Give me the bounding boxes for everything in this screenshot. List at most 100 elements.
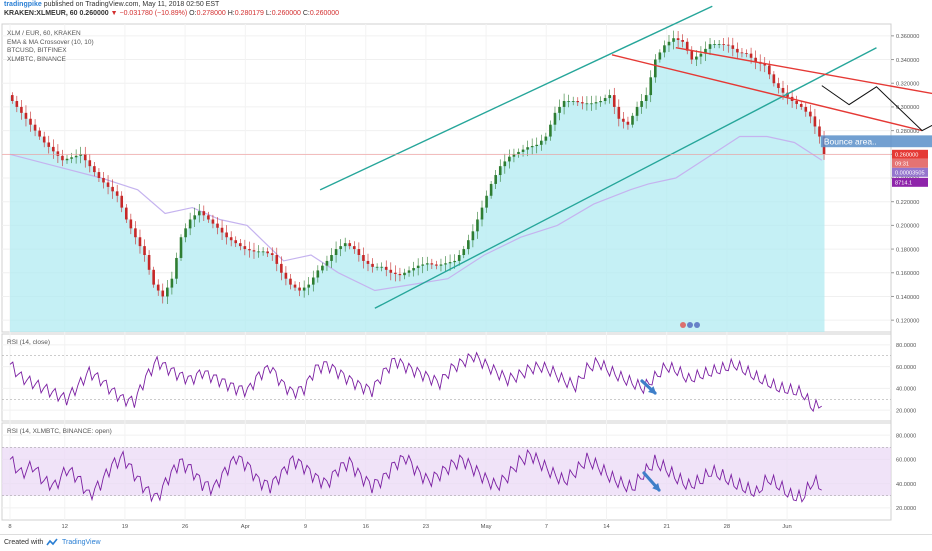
candle-body — [708, 44, 712, 49]
legend-btc[interactable]: BTCUSD, BITFINEX — [7, 47, 67, 55]
chart-canvas[interactable]: 0.120000 0.140000 0.160000 0.180000 0.200000… — [0, 0, 932, 534]
candle-body — [15, 101, 19, 107]
candle-body — [476, 219, 479, 232]
candle-body — [302, 287, 306, 291]
candle-body — [152, 269, 155, 285]
candle-body — [498, 166, 502, 176]
candle-body — [275, 255, 279, 264]
candle-body — [234, 240, 238, 244]
rsi2-pane-label[interactable]: RSI (14, XLMBTC, BINANCE: open) — [7, 428, 112, 435]
candle-body — [508, 156, 511, 162]
candle-body — [562, 101, 566, 107]
close-label: C: — [302, 10, 310, 17]
candle-body — [530, 146, 534, 148]
candle-body — [298, 287, 301, 291]
rsi-tick-label: 20.0000 — [896, 408, 916, 414]
candle-body — [453, 260, 456, 263]
candle-body — [777, 83, 780, 88]
candle-body — [649, 77, 653, 96]
candle-body — [111, 186, 114, 192]
candle-body — [713, 44, 716, 45]
candle-body — [380, 266, 383, 268]
candle-body — [10, 95, 14, 101]
candle-body — [581, 102, 584, 104]
candle-body — [416, 265, 420, 269]
candle-body — [124, 207, 128, 220]
footer: Created with TradingView — [0, 534, 932, 551]
time-tick-label: 16 — [362, 524, 368, 530]
event-marker-icon[interactable] — [694, 322, 700, 328]
candle-timer-tag-bg — [892, 158, 928, 168]
symbol-line: KRAKEN:XLMEUR, 60 0.260000 ▼ −0.031780 (… — [4, 10, 339, 17]
event-marker-icon[interactable] — [687, 322, 693, 328]
candle-body — [79, 154, 82, 156]
channel-lower-line[interactable] — [374, 47, 877, 309]
candle-body — [503, 161, 507, 167]
candle-body — [763, 63, 767, 66]
rsi-pane-label[interactable]: RSI (14, close) — [7, 339, 50, 346]
candle-body — [772, 74, 776, 84]
candle-body — [97, 172, 101, 178]
candle-body — [430, 263, 434, 265]
candle-body — [248, 249, 251, 251]
candle-body — [681, 39, 684, 42]
candle-body — [316, 270, 320, 278]
candle-body — [421, 264, 425, 266]
resistance-lower-line[interactable] — [611, 54, 923, 132]
candle-body — [143, 246, 146, 255]
price-area — [10, 38, 825, 332]
price-tick-label: 0.160000 — [896, 271, 919, 277]
legend-main[interactable]: XLM / EUR, 60, KRAKEN — [7, 30, 81, 37]
candle-body — [444, 263, 447, 265]
candle-body — [471, 231, 475, 241]
time-tick-label: 19 — [122, 524, 128, 530]
author-name[interactable]: tradingpike — [4, 1, 42, 8]
tradingview-logo-icon — [46, 538, 58, 546]
event-marker-icon[interactable] — [680, 322, 686, 328]
candle-body — [398, 273, 402, 276]
candle-body — [795, 101, 798, 104]
candle-body — [722, 44, 726, 45]
candle-body — [699, 53, 703, 57]
candle-body — [448, 262, 452, 264]
bounce-area-box[interactable] — [820, 135, 932, 148]
candle-body — [585, 103, 589, 105]
symbol-name: KRAKEN:XLMEUR, 60 — [4, 10, 78, 17]
candle-body — [216, 223, 219, 228]
rsi-tick-label: 20.0000 — [896, 506, 916, 512]
candle-body — [717, 44, 721, 45]
candle-body — [412, 268, 415, 271]
candle-body — [138, 237, 142, 247]
candle-body — [740, 52, 744, 54]
candle-body — [517, 151, 520, 155]
candle-body — [179, 237, 183, 258]
candle-body — [676, 38, 680, 40]
candle-body — [799, 103, 803, 107]
high-label: H: — [227, 10, 235, 17]
candle-body — [270, 253, 274, 255]
bounce-area-label: Bounce area.. — [824, 136, 877, 146]
candle-body — [289, 278, 292, 285]
resistance-upper-line[interactable] — [675, 47, 932, 113]
legend-ema[interactable]: EMA & MA Crossover (10, 10) — [7, 38, 94, 46]
candle-body — [239, 243, 242, 247]
candle-body — [61, 155, 64, 161]
channel-upper-line[interactable] — [319, 5, 713, 191]
low-value: 0.260000 — [271, 10, 301, 17]
candle-body — [818, 126, 821, 137]
candle-body — [166, 287, 169, 297]
candle-body — [631, 115, 634, 125]
candle-body — [106, 182, 110, 187]
high-value: 0.280179 — [234, 10, 264, 17]
candle-body — [549, 124, 552, 137]
footer-brand[interactable]: TradingView — [62, 539, 101, 546]
candle-body — [389, 269, 393, 273]
series-legend: XLM / EUR, 60, KRAKEN EMA & MA Crossover… — [7, 30, 94, 65]
time-tick-label: 23 — [423, 524, 429, 530]
candle-body — [462, 249, 466, 255]
projection-path[interactable] — [821, 85, 932, 132]
candle-body — [425, 263, 429, 265]
legend-xlmbtc[interactable]: XLMBTC, BINANCE — [7, 56, 66, 64]
rsi2-down-arrow-icon-head-icon — [652, 483, 661, 492]
candle-body — [576, 101, 580, 103]
